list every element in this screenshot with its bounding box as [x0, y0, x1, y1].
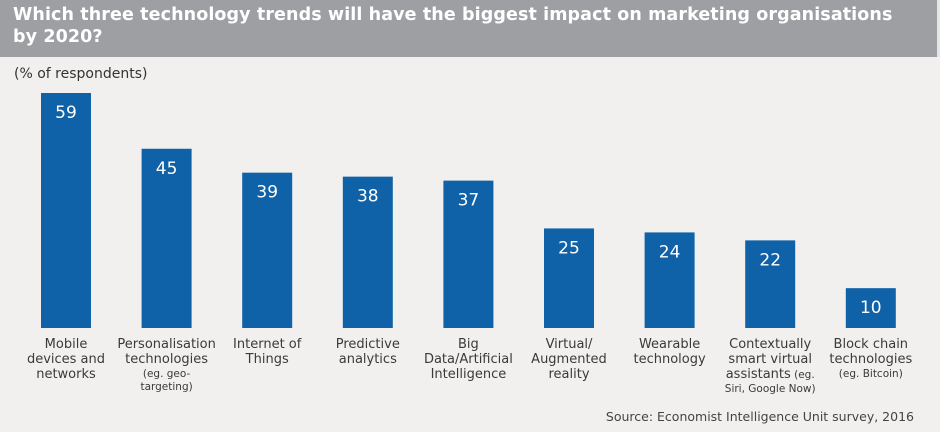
- category-label: analytics: [339, 352, 397, 367]
- category-label: Data/Artificial: [424, 352, 513, 367]
- category-label: reality: [548, 367, 589, 382]
- bar-value-label: 10: [860, 298, 882, 318]
- category-label: Block chain: [834, 337, 909, 352]
- category-sublabel: Siri, Google Now): [725, 383, 816, 395]
- category-label: assistants (eg.: [726, 367, 815, 382]
- bar: [443, 180, 494, 328]
- bar-value-label: 39: [256, 183, 278, 203]
- bar: [544, 228, 594, 328]
- bar-value-label: 38: [357, 187, 379, 207]
- source-note: Source: Economist Intelligence Unit surv…: [605, 409, 914, 424]
- bar-value-label: 22: [759, 250, 781, 270]
- bar-value-label: 59: [55, 103, 77, 123]
- bar-value-label: 24: [659, 242, 681, 262]
- category-label: technology: [634, 352, 706, 367]
- category-label: Things: [245, 352, 289, 367]
- category-label: Virtual/: [546, 337, 593, 352]
- bar: [242, 172, 293, 328]
- category-label: technologies: [125, 352, 208, 367]
- bar: [342, 176, 393, 328]
- category-label: smart virtual: [728, 352, 812, 367]
- category-label: Big: [458, 337, 479, 352]
- category-label: devices and: [27, 352, 105, 367]
- chart-title-line-1: Which three technology trends will have …: [13, 5, 893, 25]
- category-label: Contextually: [729, 337, 811, 352]
- bar: [845, 288, 896, 328]
- category-sublabel: (eg. geo-: [143, 368, 191, 380]
- category-label: networks: [36, 367, 96, 382]
- chart-title-line-2: by 2020?: [13, 27, 103, 47]
- category-sublabel: (eg. Bitcoin): [839, 368, 903, 380]
- category-label: Predictive: [336, 337, 400, 352]
- category-label: Augmented: [531, 352, 607, 367]
- category-label: Internet of: [233, 337, 302, 352]
- bar-value-label: 25: [558, 238, 580, 258]
- bar: [745, 240, 796, 328]
- bar: [644, 232, 695, 328]
- bar-value-label: 45: [156, 159, 178, 179]
- category-label: Personalisation: [117, 337, 216, 352]
- bar-value-label: 37: [458, 191, 480, 211]
- category-label: Intelligence: [431, 367, 507, 382]
- category-label: Wearable: [639, 337, 700, 352]
- y-axis-label: (% of respondents): [14, 66, 148, 82]
- category-label: technologies: [829, 352, 912, 367]
- bar: [141, 148, 192, 328]
- chart-title: Which three technology trends will have …: [13, 4, 892, 48]
- category-label: Mobile: [45, 337, 88, 352]
- category-sublabel: targeting): [140, 381, 192, 393]
- bar: [41, 93, 91, 328]
- title-bar: Which three technology trends will have …: [0, 0, 940, 57]
